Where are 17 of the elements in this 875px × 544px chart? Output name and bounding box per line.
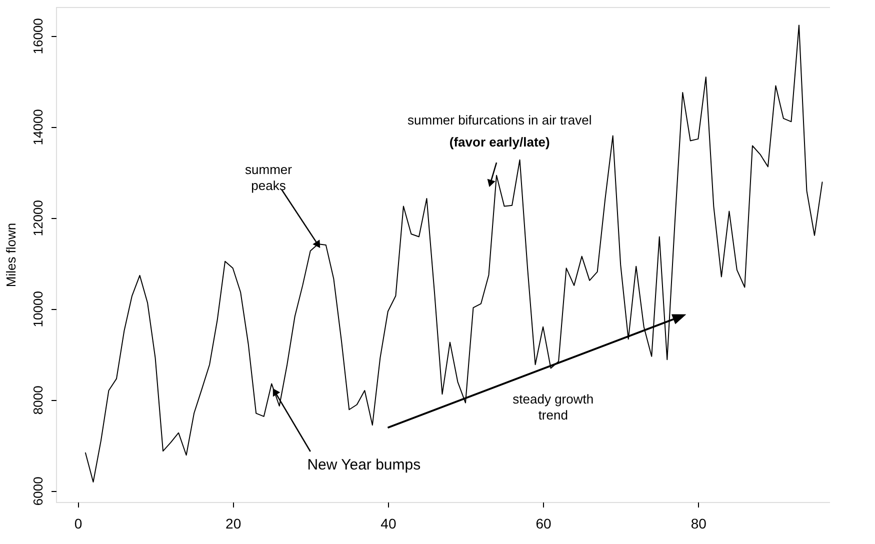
x-tick-label: 20 bbox=[226, 516, 242, 532]
annotation: summer peaks bbox=[245, 162, 293, 193]
y-tick-label: 8000 bbox=[30, 386, 46, 415]
annotation: (favor early/late) bbox=[449, 134, 550, 150]
y-tick-label: 10000 bbox=[30, 291, 46, 328]
annotation: summer bifurcations in air travel bbox=[408, 112, 592, 128]
x-tick-label: 80 bbox=[690, 516, 707, 532]
annotation: steady growth trend bbox=[512, 392, 594, 423]
x-tick-label: 0 bbox=[74, 516, 82, 532]
y-axis-title: Miles flown bbox=[4, 222, 18, 288]
annotation: New Year bumps bbox=[307, 456, 421, 474]
x-tick-label: 60 bbox=[536, 516, 552, 532]
x-tick-label: 40 bbox=[380, 516, 396, 532]
y-tick-label: 16000 bbox=[30, 18, 46, 54]
y-tick-label: 14000 bbox=[30, 109, 46, 146]
y-tick-label: 6000 bbox=[30, 476, 46, 506]
y-tick-label: 12000 bbox=[30, 200, 46, 236]
